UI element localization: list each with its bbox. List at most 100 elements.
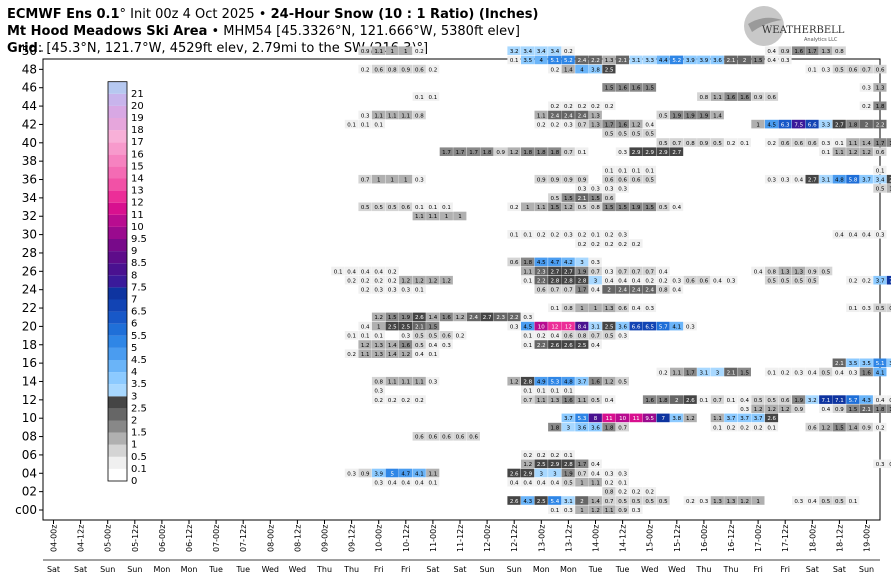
cell-value-label: 0.2 [401,398,410,404]
cell-value-label: 0.4 [591,471,600,477]
heatmap-cell [805,422,819,432]
cell-value-label: 0.3 [849,370,858,376]
cell-value-label: 0.5 [632,132,641,138]
heatmap-cell [385,376,399,386]
heatmap-cell [615,174,629,184]
heatmap-cell [548,230,562,239]
heatmap-cell [399,275,413,285]
heatmap-cell [724,422,738,432]
cell-value-label: 1.7 [469,150,478,156]
cell-value-label: 0.4 [835,233,844,239]
x-tick-label: 13-12z [564,525,573,552]
cell-value-label: 0.2 [605,233,614,239]
heatmap-cell [548,459,562,469]
x-axis: 04-00z Sat 04-12z Sat 05-00z Sun 05-12z Sun 06-0… [43,520,880,574]
cell-value-label: 1.6 [794,49,803,55]
cell-value-label: 0.2 [632,242,641,248]
heatmap-cell [873,174,887,184]
heatmap-cell [642,496,657,505]
cell-value-label: 5.7 [659,324,668,330]
cell-value-label: 2.1 [727,370,736,376]
cell-value-label: 5.1 [551,58,560,64]
heatmap-cell [561,193,575,202]
heatmap-cell [615,184,629,193]
heatmap-cell [412,110,426,120]
heatmap-cell [710,496,724,505]
cell-value-label: 0.3 [862,306,871,312]
cell-value-label: 0.5 [645,132,654,138]
heatmap-cell [642,83,657,92]
heatmap-cell [615,275,629,285]
cell-value-label: 0.7 [578,122,587,128]
legend-swatch [108,142,127,155]
cell-value-label: 0.8 [700,95,709,101]
cell-value-label: 1.1 [388,380,397,386]
cell-value-label: 1.7 [578,462,587,468]
cell-value-label: 0.2 [645,279,654,285]
cell-value-label: 0.3 [672,279,681,285]
cell-value-label: 1.2 [510,150,519,156]
cell-value-label: 0.5 [713,141,722,147]
heatmap-cell [615,303,629,313]
heatmap-cell [371,331,386,340]
heatmap-cell [602,129,616,138]
heatmap-cell [588,422,602,432]
cell-value-label: 0.3 [822,141,831,147]
cell-value-label: 1.4 [388,352,397,358]
cell-value-label: 0.2 [632,490,641,496]
heatmap-cell [629,505,643,514]
heatmap-cell [575,110,589,120]
cell-value-label: 2.4 [578,113,587,119]
heatmap-cell [778,119,792,129]
cell-value-label: 2.9 [645,150,654,156]
heatmap-cell [399,46,413,55]
cell-value-label: 2.7 [483,315,492,321]
cell-value-label: 0.4 [605,398,614,404]
heatmap-cell [642,202,657,212]
cell-value-label: 0.6 [564,334,573,340]
cell-value-label: 0.7 [591,269,600,275]
cell-value-label: 0.2 [578,242,587,248]
cell-value-label: 0.9 [564,178,573,184]
heatmap-cell [805,367,819,377]
cell-value-label: 5.1 [876,361,885,367]
heatmap-cell [629,165,643,175]
cell-value-label: 0.4 [889,462,891,468]
cell-value-label: 1.3 [605,306,614,312]
cell-value-label: 0.1 [551,306,560,312]
heatmap-cell [819,496,833,505]
y-tick-label: 24 [22,283,37,297]
cell-value-label: 0.2 [605,242,614,248]
cell-value-label: 0.2 [415,398,424,404]
heatmap-cell [561,450,575,459]
heatmap-cell [385,321,399,331]
heatmap-cell [602,496,616,505]
cell-value-label: 0.1 [510,233,519,239]
heatmap-cell [602,395,616,404]
cell-value-label: 4.5 [537,260,546,266]
x-tick-label: 16-00z [700,525,709,552]
day-label: Sun [127,565,142,574]
heatmap-cell [724,413,738,423]
cell-value-label: 0.3 [632,508,641,514]
heatmap-cell [507,230,521,239]
cell-value-label: 1.1 [523,269,532,275]
heatmap-cell [656,285,670,294]
legend-swatch [108,468,127,481]
heatmap-cell [385,46,399,55]
day-label: Fri [401,565,411,574]
cell-value-label: 0.1 [551,389,560,395]
heatmap-cell [846,174,860,184]
y-tick-label: 20 [22,319,37,333]
cell-value-label: 1.1 [388,113,397,119]
legend-label: 15 [131,161,144,172]
cell-value-label: 1.8 [849,122,858,128]
cell-value-label: 1.8 [876,104,885,110]
heatmap-cell [615,147,629,156]
heatmap-cell [670,202,684,212]
cell-value-label: 0.1 [713,425,722,431]
heatmap-cell [548,468,562,478]
cell-value-label: 1.2 [740,499,749,505]
cell-value-label: 3.3 [645,58,654,64]
legend-label: 1 [131,440,137,451]
